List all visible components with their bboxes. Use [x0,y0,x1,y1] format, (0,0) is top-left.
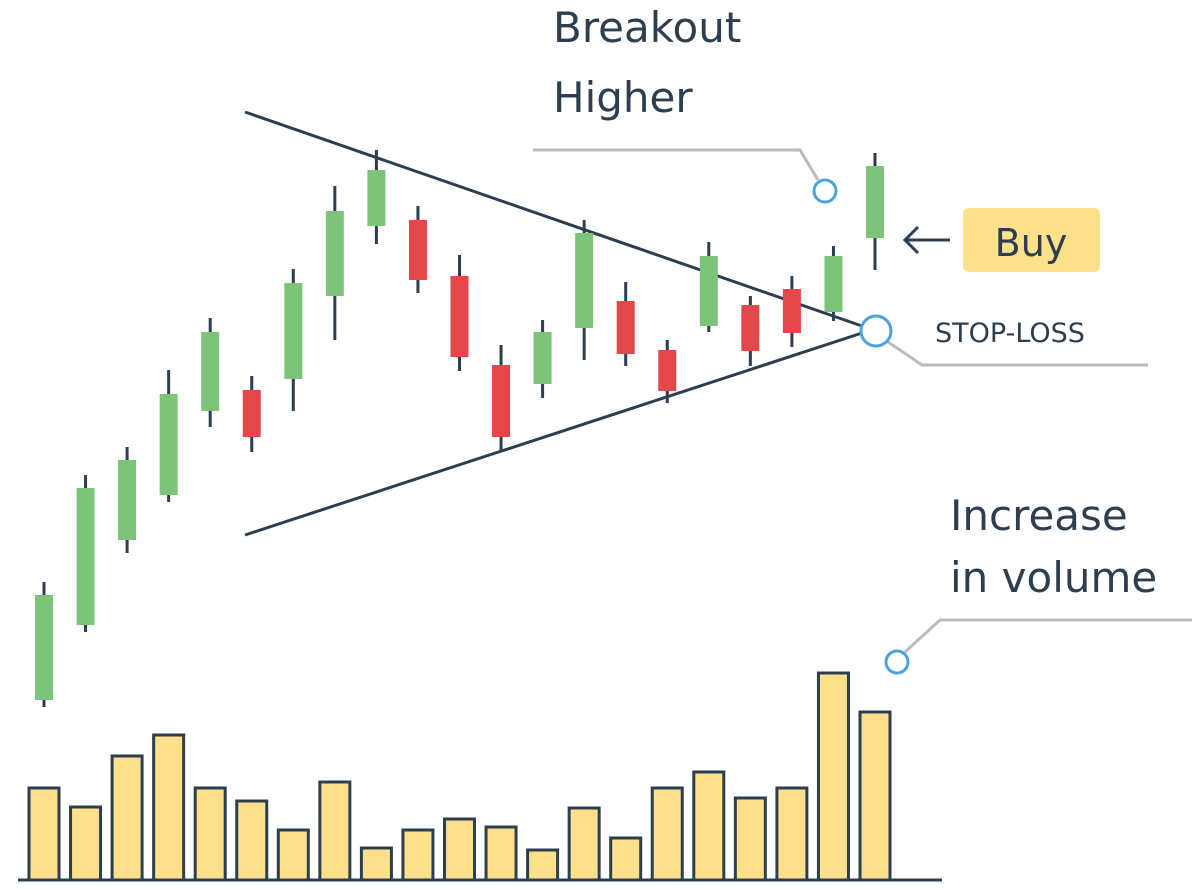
volume-bar [276,828,310,882]
candle-body [824,256,843,312]
lower-trendline [244,331,863,537]
volume-bar [692,770,726,882]
annotation: Increase [950,491,1128,540]
annotation: in volume [950,553,1157,602]
leader-line [903,618,1192,654]
marker-circle [884,649,910,675]
volume-bar [401,828,435,882]
buy-badge [963,208,1100,272]
candle-body [325,211,344,296]
volume-bar [526,848,560,882]
volume-bar [193,786,227,882]
volume-bar [152,733,186,882]
candle-body [575,233,594,328]
volume-bar [27,786,61,882]
volume-bar [650,786,684,882]
annotation: Breakout [553,3,741,52]
candle-body [159,394,178,495]
volume-bar [733,796,767,882]
arrow [902,225,950,255]
volume-bar [235,799,269,882]
marker-circle [812,178,838,204]
volume-bar [318,780,352,882]
candle-body [408,220,427,280]
leader-line [887,340,1148,367]
candle-body [492,365,511,437]
candle-body [242,390,261,437]
marks [27,150,892,882]
candle-body [367,170,386,226]
candle-body [658,350,677,391]
annotation: Higher [553,73,693,122]
volume-bar [359,846,393,882]
marker-circle [859,314,893,348]
candle-body [35,595,53,700]
candle-body [76,488,95,625]
candle-body [118,460,137,540]
candle-body [450,276,469,357]
volume-bar [567,806,601,882]
candle-body [284,283,303,379]
volume-bar [775,786,809,882]
volume-bar [443,817,476,882]
volume-bar [609,836,643,882]
candle-body [533,332,552,384]
annotation: STOP-LOSS [935,318,1085,349]
upper-trendline [244,110,863,328]
volume-bar [69,805,103,882]
candle-body [201,332,220,411]
candle-body [616,301,635,354]
candle-body [699,256,718,326]
leader-line [533,148,820,181]
volume-bar [110,754,144,882]
buy-label: Buy [995,221,1068,265]
candle-body [866,166,884,238]
candle-body [741,305,760,351]
volume-bar [858,710,892,882]
volume-bar [816,671,850,882]
volume-bar [484,825,518,882]
candle-body [782,289,801,333]
